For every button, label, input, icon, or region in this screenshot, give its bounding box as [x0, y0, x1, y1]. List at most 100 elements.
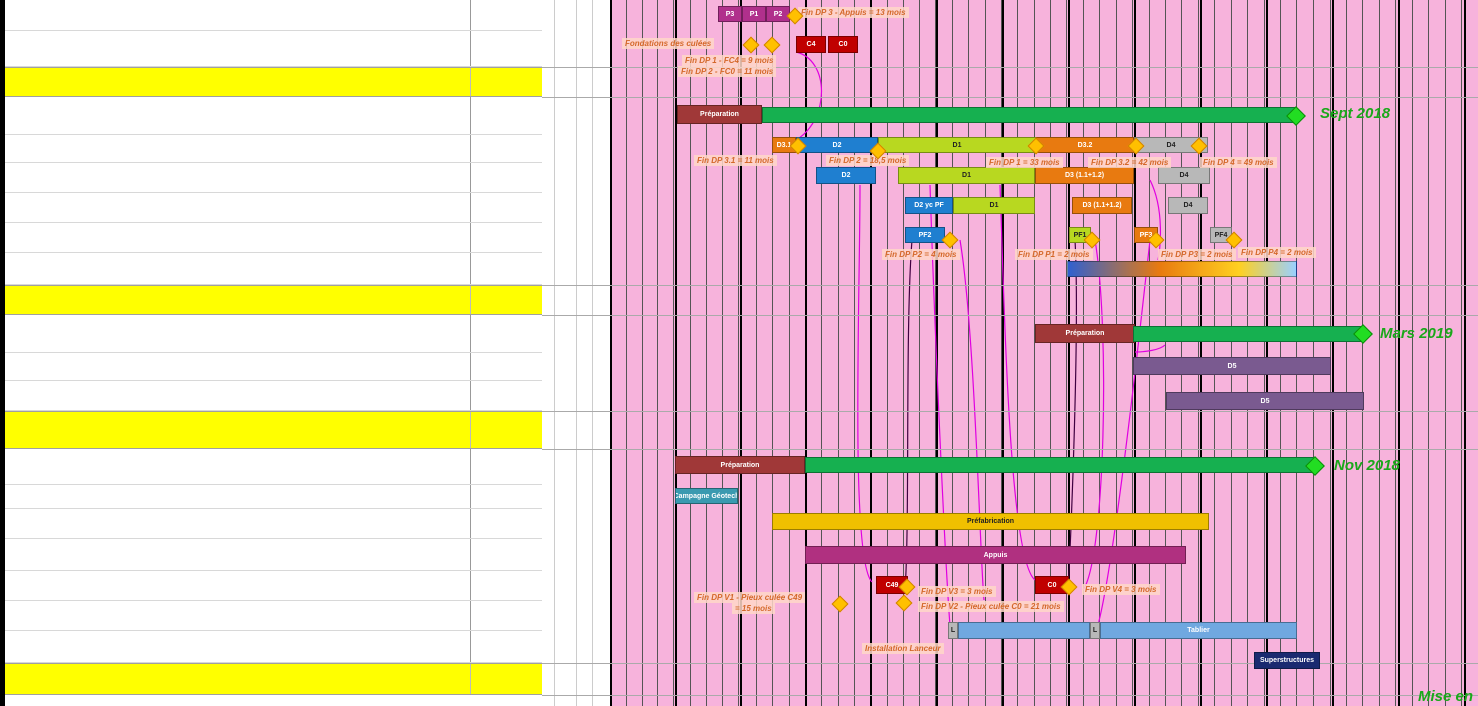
- gantt-bar[interactable]: D3 (1.1+1.2): [1072, 197, 1132, 214]
- annotation-label: Fin DP 4 = 49 mois: [1200, 157, 1277, 168]
- grid-line: [738, 0, 739, 706]
- gantt-bar[interactable]: Préparation: [1035, 324, 1135, 343]
- gantt-bar[interactable]: D4: [1134, 137, 1208, 153]
- gantt-bar[interactable]: [805, 457, 1315, 473]
- annotation-label: Fondations des culées: [622, 38, 715, 49]
- grid-line: [1149, 0, 1150, 706]
- duration-cell: [470, 0, 542, 30]
- task-row[interactable]: [5, 97, 542, 135]
- annotation-label: Fin DP V2 - Pieux culée C0 = 21 mois: [918, 601, 1064, 612]
- row-separator: [542, 663, 1478, 664]
- task-row[interactable]: [5, 571, 542, 601]
- task-row[interactable]: [5, 135, 542, 163]
- gantt-bar[interactable]: Préfabrication: [772, 513, 1209, 530]
- gantt-bar[interactable]: Préparation: [675, 456, 805, 474]
- dependency-arrow: [1082, 239, 1105, 591]
- annotation-label: Fin DP 3.1 = 11 mois: [694, 155, 777, 166]
- task-row[interactable]: [5, 509, 542, 539]
- duration-cell: [470, 601, 542, 630]
- annotation-label: Installation Lanceur: [862, 643, 944, 654]
- gantt-bar[interactable]: D5: [1133, 357, 1331, 375]
- gantt-bar[interactable]: D5: [1166, 392, 1364, 410]
- row-separator: [542, 67, 1478, 68]
- duration-cell: [470, 97, 542, 134]
- gantt-bar[interactable]: Appuis: [805, 546, 1186, 564]
- section-header-row[interactable]: [5, 285, 542, 315]
- gantt-bar[interactable]: Tablier: [1100, 622, 1297, 639]
- gantt-bar[interactable]: D1: [898, 167, 1035, 184]
- grid-line: [642, 0, 643, 706]
- gantt-bar[interactable]: L: [1090, 622, 1100, 639]
- grid-line: [1296, 0, 1297, 706]
- milestone-label: Mars 2019: [1380, 325, 1453, 342]
- grid-line: [626, 0, 627, 706]
- duration-cell: [470, 253, 542, 284]
- duration-cell: [470, 193, 542, 222]
- gantt-bar[interactable]: D1: [878, 137, 1036, 153]
- gantt-bar[interactable]: L: [948, 622, 958, 639]
- gantt-bar[interactable]: D2 yc PF: [905, 197, 953, 214]
- section-header-row[interactable]: [5, 411, 542, 449]
- duration-cell: [470, 664, 542, 694]
- section-header-row[interactable]: [5, 663, 542, 695]
- duration-cell: [470, 135, 542, 162]
- grid-line: [1017, 0, 1018, 706]
- gantt-bar[interactable]: [762, 107, 1296, 123]
- task-row[interactable]: [5, 193, 542, 223]
- grid-line: [1083, 0, 1084, 706]
- row-separator: [542, 411, 1478, 412]
- year-divider: [1332, 0, 1334, 706]
- gantt-bar[interactable]: P2: [766, 6, 790, 22]
- grid-line: [854, 0, 855, 706]
- gantt-bar[interactable]: D4: [1168, 197, 1208, 214]
- gantt-bar[interactable]: D1: [953, 197, 1035, 214]
- task-row[interactable]: [5, 485, 542, 509]
- milestone-label: Nov 2018: [1334, 457, 1400, 474]
- gantt-bar[interactable]: Campagne Géotech: [675, 488, 738, 504]
- grid-line: [1395, 0, 1396, 706]
- gantt-bar[interactable]: [1133, 326, 1363, 342]
- dependency-arrow: [1067, 239, 1077, 591]
- grid-line: [968, 0, 969, 706]
- grid-line: [657, 0, 658, 706]
- gantt-bar[interactable]: P1: [742, 6, 766, 22]
- dependency-arrow: [959, 239, 985, 601]
- gantt-bar[interactable]: D2: [816, 167, 876, 184]
- gantt-bar[interactable]: Préparation: [677, 105, 762, 124]
- gantt-bar[interactable]: D2: [796, 137, 878, 153]
- task-row[interactable]: [5, 0, 542, 31]
- gantt-bar[interactable]: D4: [1158, 167, 1210, 184]
- task-row[interactable]: [5, 223, 542, 253]
- grid-line: [1247, 0, 1248, 706]
- gantt-bar[interactable]: C0: [828, 36, 858, 53]
- task-row[interactable]: [5, 631, 542, 663]
- year-divider: [1068, 0, 1070, 706]
- year-divider: [1002, 0, 1004, 706]
- row-separator: [542, 449, 1478, 450]
- gantt-bar[interactable]: [1067, 261, 1297, 277]
- annotation-label: Fin DP P1 = 2 mois: [1015, 249, 1093, 260]
- task-row[interactable]: [5, 381, 542, 411]
- gantt-bar[interactable]: PF2: [905, 227, 945, 243]
- task-row[interactable]: [5, 353, 542, 381]
- task-row[interactable]: [5, 253, 542, 285]
- task-row[interactable]: [5, 449, 542, 485]
- gantt-bar[interactable]: D3.2: [1036, 137, 1134, 153]
- duration-cell: [470, 31, 542, 66]
- gantt-bar[interactable]: C49: [876, 576, 908, 594]
- year-divider: [1134, 0, 1136, 706]
- task-row[interactable]: [5, 539, 542, 571]
- gantt-bar[interactable]: D3 (1.1+1.2): [1035, 167, 1134, 184]
- gantt-bar[interactable]: Superstructures: [1254, 652, 1320, 669]
- task-row[interactable]: [5, 163, 542, 193]
- task-row[interactable]: [5, 315, 542, 353]
- task-row[interactable]: [5, 601, 542, 631]
- gantt-bar[interactable]: [958, 622, 1090, 639]
- gantt-bar[interactable]: P3: [718, 6, 742, 22]
- gantt-bar[interactable]: C4: [796, 36, 826, 53]
- task-row[interactable]: [5, 31, 542, 67]
- section-header-row[interactable]: [5, 67, 542, 97]
- dependency-arrow: [1134, 344, 1166, 353]
- grid-line: [1165, 0, 1166, 706]
- grid-line: [1362, 0, 1363, 706]
